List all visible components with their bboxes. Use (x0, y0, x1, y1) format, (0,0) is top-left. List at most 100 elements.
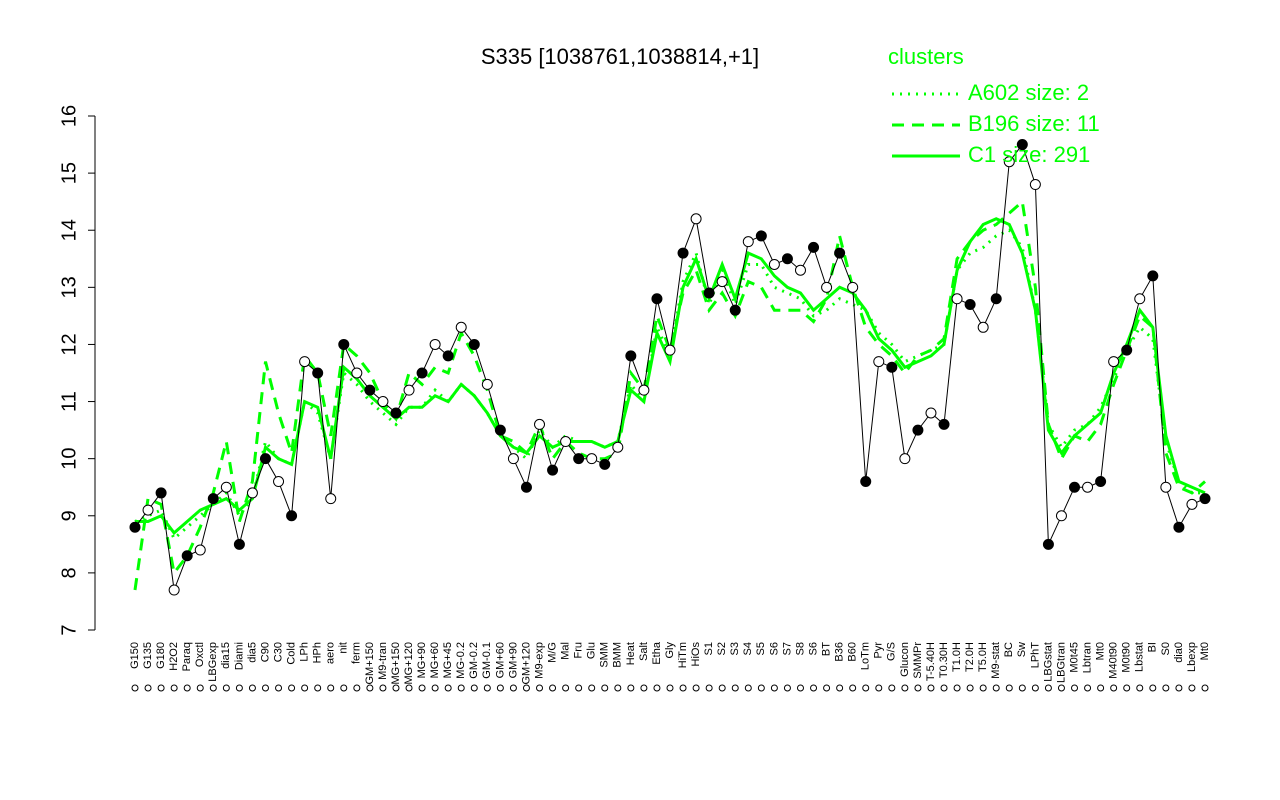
x-tick-label: Salt (638, 642, 650, 661)
x-tick-label: HiTm (677, 642, 689, 668)
data-point (390, 407, 402, 419)
category-marker (522, 684, 530, 692)
data-point (325, 493, 337, 505)
x-tick-label: S3 (729, 642, 741, 655)
x-tick-label: BT (820, 642, 832, 656)
category-marker (562, 684, 570, 692)
category-marker (1136, 684, 1144, 692)
category-marker (1057, 684, 1065, 692)
category-marker (588, 684, 596, 692)
data-point (547, 464, 559, 476)
category-marker (927, 684, 935, 692)
x-tick-label: Cold (285, 642, 297, 665)
x-tick-label: M9-exp (533, 642, 545, 679)
x-tick-label: Mt0 (1199, 642, 1211, 660)
x-tick-label: MG+120 (403, 642, 415, 685)
data-point (1160, 481, 1172, 493)
x-tick-label: S0 (1160, 642, 1172, 655)
data-point (507, 453, 519, 465)
x-tick-label: GM-0.2 (468, 642, 480, 679)
x-tick-label: S1 (703, 642, 715, 655)
category-marker (810, 684, 818, 692)
category-marker (235, 684, 243, 692)
data-point (847, 281, 859, 293)
x-tick-label: M9-tran (377, 642, 389, 680)
data-point (729, 304, 741, 316)
x-tick-label: T-5.40H (925, 642, 937, 681)
x-tick-label: G135 (142, 642, 154, 669)
data-point (351, 367, 363, 379)
y-tick-label: 8 (58, 567, 80, 578)
x-tick-label: M9-stat (990, 642, 1002, 679)
category-marker (875, 684, 883, 692)
category-marker (470, 684, 478, 692)
data-point (703, 287, 715, 299)
x-tick-label: BI (1147, 642, 1159, 652)
category-marker (131, 684, 139, 692)
x-tick-label: S8 (794, 642, 806, 655)
data-point (625, 350, 637, 362)
data-point (1147, 270, 1159, 282)
x-tick-label: G180 (155, 642, 167, 669)
data-point (873, 356, 885, 368)
data-point (1055, 510, 1067, 522)
data-point (886, 361, 898, 373)
category-marker (718, 684, 726, 692)
data-point (442, 350, 454, 362)
data-point (246, 487, 258, 499)
data-point (768, 258, 780, 270)
x-tick-label: Pyr (873, 642, 885, 659)
category-marker (509, 684, 517, 692)
x-tick-label: Gly (664, 642, 676, 659)
x-tick-label: S7 (781, 642, 793, 655)
x-tick-label: dia15 (220, 642, 232, 669)
category-marker (405, 684, 413, 692)
category-marker (340, 684, 348, 692)
data-point (1121, 344, 1133, 356)
data-point (938, 418, 950, 430)
category-marker (614, 684, 622, 692)
category-marker (327, 684, 335, 692)
x-tick-label: SMM (599, 642, 611, 668)
category-marker (653, 684, 661, 692)
category-marker (144, 684, 152, 692)
category-marker (627, 684, 635, 692)
category-marker (1123, 684, 1131, 692)
category-marker (170, 684, 178, 692)
x-tick-label: nit (338, 642, 350, 654)
category-marker (261, 684, 269, 692)
x-tick-label: MG+150 (390, 642, 402, 685)
category-marker (849, 684, 857, 692)
x-tick-label: Lbtran (1081, 642, 1093, 673)
data-point (129, 521, 141, 533)
data-point (586, 453, 598, 465)
category-marker (379, 684, 387, 692)
x-tick-label: Oxctl (194, 642, 206, 667)
data-point (651, 293, 663, 305)
data-point (403, 384, 415, 396)
x-tick-label: G150 (129, 642, 141, 669)
category-marker (731, 684, 739, 692)
data-point (233, 538, 245, 550)
data-point (312, 367, 324, 379)
category-marker (1162, 684, 1170, 692)
data-point (781, 253, 793, 265)
category-marker (1201, 684, 1209, 692)
y-tick-label: 11 (58, 391, 80, 412)
category-marker (549, 684, 557, 692)
y-tick-label: 14 (58, 219, 80, 241)
x-tick-label: Lbstat (1134, 642, 1146, 672)
data-point (690, 213, 702, 225)
data-point (181, 550, 193, 562)
x-tick-label: C90 (259, 642, 271, 662)
x-tick-label: Mt0 (1095, 642, 1107, 660)
data-point (560, 436, 572, 448)
category-marker (744, 684, 752, 692)
category-marker (640, 684, 648, 692)
category-marker (1044, 684, 1052, 692)
category-marker (757, 684, 765, 692)
data-point (925, 407, 937, 419)
x-tick-label: SMMPr (912, 642, 924, 679)
chart-title: S335 [1038761,1038814,+1] (481, 44, 759, 69)
data-point (1003, 156, 1015, 168)
